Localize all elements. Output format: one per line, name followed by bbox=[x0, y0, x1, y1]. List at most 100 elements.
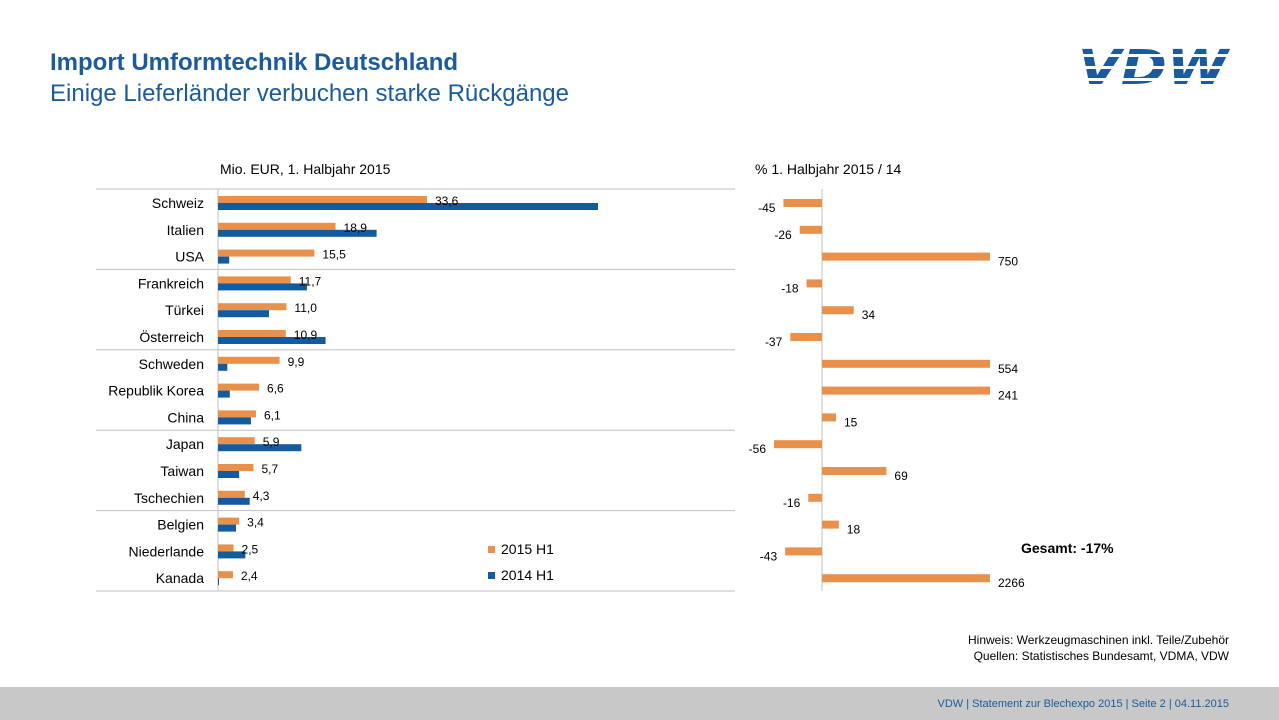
data-label-change: 750 bbox=[998, 255, 1018, 269]
bar-2014 bbox=[218, 256, 230, 264]
data-label-change: -37 bbox=[765, 335, 783, 349]
data-label-change: -45 bbox=[758, 201, 776, 215]
data-label-change: -56 bbox=[749, 442, 767, 456]
bar-2014 bbox=[218, 524, 237, 532]
page-title: Import Umformtechnik Deutschland bbox=[50, 49, 459, 76]
bar-2015 bbox=[218, 276, 291, 284]
bar-2014 bbox=[218, 497, 250, 505]
bar-change bbox=[822, 467, 887, 475]
category-label: Kanada bbox=[156, 570, 204, 586]
category-label: Frankreich bbox=[138, 275, 204, 291]
data-label-2015: 4,3 bbox=[253, 489, 270, 503]
bar-2015 bbox=[218, 330, 286, 337]
data-label-change: -26 bbox=[774, 228, 792, 242]
category-label: Niederlande bbox=[129, 543, 205, 559]
bar-2015 bbox=[218, 571, 233, 579]
legend-label-2015: 2015 H1 bbox=[501, 541, 554, 557]
bar-2015 bbox=[218, 303, 287, 311]
data-label-change: 15 bbox=[844, 415, 858, 429]
bar-2014 bbox=[218, 417, 251, 425]
bar-change bbox=[774, 440, 822, 449]
category-label: Schweiz bbox=[152, 195, 204, 211]
bar-change bbox=[783, 199, 822, 207]
bar-change bbox=[785, 547, 822, 556]
bar-change bbox=[822, 413, 836, 422]
legend-item-2015: 2015 H1 bbox=[488, 536, 554, 562]
data-label-2015: 33,6 bbox=[435, 194, 459, 208]
bar-2015 bbox=[218, 222, 336, 230]
data-label-change: 34 bbox=[862, 308, 876, 322]
bar-2015 bbox=[218, 410, 256, 418]
data-label-2015: 6,1 bbox=[264, 408, 281, 422]
left-chart-title: Mio. EUR, 1. Halbjahr 2015 bbox=[220, 161, 391, 177]
legend-label-2014: 2014 H1 bbox=[501, 567, 554, 583]
bar-2015 bbox=[218, 464, 254, 471]
right-chart-title: % 1. Halbjahr 2015 / 14 bbox=[755, 161, 902, 177]
footer-bar: VDW | Statement zur Blechexpo 2015 | Sei… bbox=[0, 687, 1279, 720]
footer-text: VDW | Statement zur Blechexpo 2015 | Sei… bbox=[937, 698, 1229, 710]
bar-change bbox=[822, 306, 854, 315]
bar-change bbox=[808, 493, 822, 502]
bar-change bbox=[790, 333, 822, 341]
bar-2015 bbox=[218, 437, 255, 445]
bar-2014 bbox=[218, 283, 307, 291]
legend-item-2014: 2014 H1 bbox=[488, 562, 554, 588]
category-label: Belgien bbox=[157, 517, 204, 533]
data-label-2015: 9,9 bbox=[288, 355, 305, 369]
data-label-change: 554 bbox=[998, 362, 1018, 376]
data-label-change: -43 bbox=[760, 549, 778, 563]
bar-2014 bbox=[218, 551, 246, 559]
data-label-2015: 2,5 bbox=[242, 542, 259, 556]
chart-legend: 2015 H1 2014 H1 bbox=[488, 536, 554, 588]
bar-2014 bbox=[218, 390, 230, 398]
category-label: USA bbox=[175, 249, 204, 265]
legend-swatch-2014 bbox=[488, 571, 495, 579]
bar-2015 bbox=[218, 517, 240, 525]
bar-2014 bbox=[218, 578, 219, 586]
bar-change bbox=[822, 574, 990, 583]
category-label: Türkei bbox=[165, 302, 204, 318]
data-label-2015: 5,9 bbox=[263, 435, 280, 449]
data-label-change: -16 bbox=[783, 496, 801, 510]
bar-2015 bbox=[218, 356, 280, 364]
bar-2014 bbox=[218, 444, 302, 452]
bar-2014 bbox=[218, 471, 240, 478]
bar-change bbox=[799, 225, 822, 234]
bar-change bbox=[806, 279, 822, 288]
bar-change bbox=[822, 252, 990, 261]
data-label-2015: 18,9 bbox=[344, 221, 368, 235]
bar-2015 bbox=[218, 490, 245, 498]
total-annotation: Gesamt: -17% bbox=[1021, 540, 1114, 556]
bar-2015 bbox=[218, 544, 234, 552]
bar-2014 bbox=[218, 310, 269, 318]
bar-2015 bbox=[218, 196, 427, 203]
bar-change bbox=[822, 359, 990, 368]
data-label-2015: 10,9 bbox=[294, 328, 318, 342]
data-label-2015: 15,5 bbox=[322, 248, 346, 262]
data-label-change: 241 bbox=[998, 389, 1018, 403]
bar-change bbox=[822, 386, 990, 395]
bar-2015 bbox=[218, 249, 315, 257]
legend-swatch-2015 bbox=[488, 545, 495, 553]
data-label-2015: 5,7 bbox=[261, 462, 278, 476]
category-label: Italien bbox=[167, 222, 204, 238]
category-label: Österreich bbox=[139, 328, 204, 345]
category-label: Japan bbox=[166, 436, 204, 452]
bar-2014 bbox=[218, 363, 228, 371]
data-label-change: 2266 bbox=[998, 576, 1025, 590]
data-label-change: 69 bbox=[894, 469, 908, 483]
data-label-2015: 2,4 bbox=[241, 569, 258, 583]
category-label: Republik Korea bbox=[108, 383, 204, 399]
bar-2014 bbox=[218, 337, 326, 344]
category-label: Tschechien bbox=[134, 490, 204, 506]
bar-change bbox=[822, 520, 839, 529]
data-label-change: -18 bbox=[781, 281, 799, 295]
bar-2014 bbox=[218, 203, 598, 210]
category-label: Taiwan bbox=[160, 463, 204, 479]
note-sources: Quellen: Statistisches Bundesamt, VDMA, … bbox=[973, 649, 1229, 663]
bar-2015 bbox=[218, 383, 260, 391]
data-label-2015: 11,0 bbox=[294, 301, 317, 315]
page-subtitle: Einige Lieferländer verbuchen starke Rüc… bbox=[50, 80, 569, 107]
data-label-2015: 3,4 bbox=[247, 516, 264, 530]
